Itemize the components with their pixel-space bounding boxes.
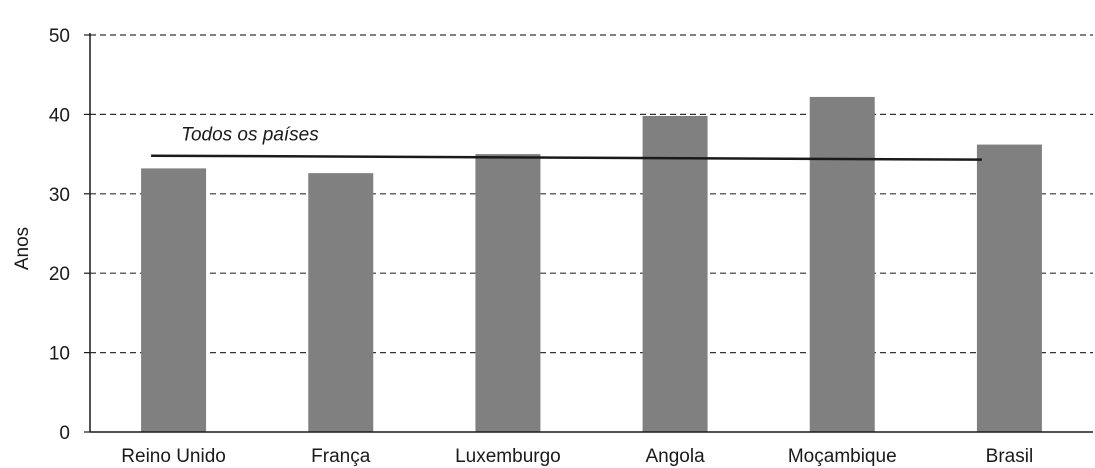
bar [141,168,207,432]
y-tick-label: 30 [49,185,70,206]
y-tick-label: 20 [49,264,70,285]
category-label: Reino Unido [121,446,226,467]
reference-line-label: Todos os países [181,125,319,146]
y-tick-labels: 0 10 20 30 40 50 [49,26,90,444]
category-label: França [311,446,371,467]
grid-lines [90,34,1093,354]
y-axis-label: Anos [12,227,33,270]
y-tick-label: 0 [59,423,70,444]
category-labels: Reino Unido França Luxemburgo Angola Moçambi… [121,446,1033,467]
y-tick-label: 40 [49,105,70,126]
bar [809,96,875,432]
category-label: Luxemburgo [455,446,561,467]
category-label: Angola [645,446,705,467]
y-tick-label: 10 [49,344,70,365]
bar [976,144,1042,432]
category-label: Brasil [986,446,1034,467]
bar [475,154,541,432]
category-label: Moçambique [788,446,897,467]
reference-line [151,154,982,161]
bars [141,96,1042,432]
bar [308,173,374,432]
y-tick-label: 50 [49,26,70,47]
bar [642,115,708,432]
